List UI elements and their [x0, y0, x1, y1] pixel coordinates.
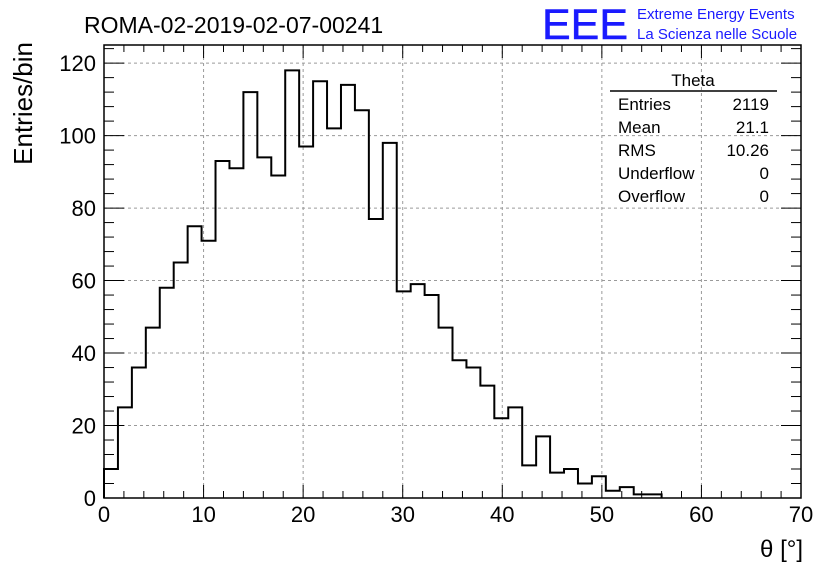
- stats-label-rms: RMS: [618, 141, 656, 160]
- histogram-bin: [425, 295, 439, 498]
- y-tick-label: 80: [72, 196, 96, 221]
- stats-label-overflow: Overflow: [618, 187, 686, 206]
- logo-line-1: Extreme Energy Events: [637, 6, 795, 23]
- histogram-bin: [522, 465, 536, 498]
- logo-line-2: La Scienza nelle Scuole: [637, 26, 797, 43]
- x-axis-label: θ [°]: [760, 536, 803, 563]
- histogram-bin: [257, 157, 271, 498]
- histogram-bin: [327, 128, 341, 498]
- histogram-bin: [564, 469, 578, 498]
- histogram-bin: [118, 407, 132, 498]
- chart-title: ROMA-02-2019-02-07-00241: [84, 12, 383, 38]
- histogram-bin: [411, 284, 425, 498]
- stats-value-mean: 21.1: [736, 118, 769, 137]
- eee-logo: EEE Extreme Energy Events La Scienza nel…: [542, 1, 797, 50]
- y-tick-label: 120: [59, 51, 96, 76]
- x-tick-label: 10: [191, 502, 215, 527]
- x-tick-label: 30: [390, 502, 414, 527]
- stats-title: Theta: [671, 71, 715, 90]
- x-tick-label: 20: [291, 502, 315, 527]
- histogram-bin: [341, 85, 355, 498]
- histogram-bin: [313, 81, 327, 498]
- histogram-bin: [243, 92, 257, 498]
- y-tick-label: 0: [84, 486, 96, 511]
- stats-value-overflow: 0: [760, 187, 769, 206]
- histogram-bin: [188, 226, 202, 498]
- histogram-bin: [229, 168, 243, 498]
- histogram-bin: [216, 161, 230, 498]
- histogram-bin: [299, 146, 313, 498]
- histogram-bin: [383, 143, 397, 498]
- histogram-bin: [508, 407, 522, 498]
- histogram-bin: [174, 262, 188, 498]
- x-axis: 0 10 20 30 40 50 60 70: [98, 45, 813, 527]
- stats-label-mean: Mean: [618, 118, 661, 137]
- histogram-outline: [103, 69, 663, 498]
- histogram-bin: [355, 110, 369, 498]
- histogram-bin: [536, 436, 550, 498]
- histogram-bin: [480, 386, 494, 498]
- stats-value-rms: 10.26: [726, 141, 769, 160]
- stats-value-entries: 2119: [732, 95, 769, 114]
- grid-lines: [104, 45, 801, 498]
- logo-mark: EEE: [542, 1, 628, 49]
- histogram-bin: [397, 291, 411, 498]
- stats-box: Theta Entries 2119 Mean 21.1 RMS 10.26 U…: [610, 71, 777, 206]
- histogram-bin: [578, 484, 592, 498]
- histogram-bin: [466, 368, 480, 498]
- y-tick-label: 20: [72, 414, 96, 439]
- histogram-bars: [104, 70, 662, 498]
- y-axis: 0 20 40 60 80 100 120: [59, 48, 801, 511]
- x-tick-label: 40: [490, 502, 514, 527]
- y-tick-label: 60: [72, 269, 96, 294]
- stats-label-entries: Entries: [618, 95, 671, 114]
- x-tick-label: 50: [590, 502, 614, 527]
- x-tick-label: 0: [98, 502, 110, 527]
- histogram-bin: [271, 175, 285, 498]
- x-tick-label: 60: [689, 502, 713, 527]
- y-tick-label: 40: [72, 341, 96, 366]
- stats-value-underflow: 0: [760, 164, 769, 183]
- histogram-bin: [285, 70, 299, 498]
- histogram-bin: [592, 476, 606, 498]
- y-tick-label: 100: [59, 124, 96, 149]
- histogram-bin: [494, 418, 508, 498]
- histogram-bin: [369, 219, 383, 498]
- plot-frame: [103, 44, 802, 499]
- x-tick-label: 70: [789, 502, 813, 527]
- histogram-bin: [160, 288, 174, 498]
- histogram-bin: [132, 368, 146, 498]
- histogram-bin: [606, 491, 620, 498]
- histogram-bin: [453, 360, 467, 498]
- y-axis-label: Entries/bin: [8, 42, 38, 165]
- stats-label-underflow: Underflow: [618, 164, 695, 183]
